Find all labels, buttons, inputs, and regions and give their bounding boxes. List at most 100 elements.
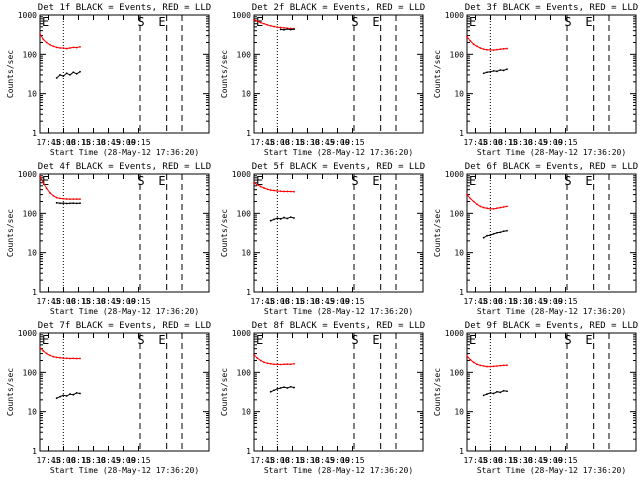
y-axis-label: Counts/sec [6, 209, 15, 257]
marker-S: S [564, 174, 571, 188]
events-data-point [496, 70, 498, 73]
x-tick-label: 18:00 [51, 138, 75, 147]
events-data-point [279, 218, 282, 220]
lld-data-point [283, 26, 285, 29]
lld-data-point [279, 363, 282, 366]
plot-frame [39, 332, 210, 452]
x-tick-label: 18:00 [478, 297, 502, 306]
lld-data-point [492, 365, 495, 368]
lld-data-point [289, 363, 292, 366]
lld-data-point [75, 357, 78, 360]
lld-data-point [293, 190, 295, 193]
lld-series-line [253, 354, 295, 366]
marker-E-right: E [372, 333, 379, 347]
lld-data-point [52, 194, 55, 197]
lld-data-point [479, 205, 482, 208]
lld-data-point [482, 365, 485, 367]
panel-title: Det 4f BLACK = Events, RED = LLD [38, 162, 211, 172]
lld-data-point [496, 207, 498, 210]
events-data-point [269, 219, 272, 222]
x-tick-label: 19:00 [538, 456, 562, 465]
plot-frame [253, 14, 424, 134]
plot-frame [39, 14, 210, 134]
lld-data-point [79, 198, 81, 201]
y-axis-label: Counts/sec [220, 209, 229, 257]
lld-data-point [506, 364, 508, 367]
events-data-point [55, 201, 58, 204]
x-tick-label: 19:15 [126, 138, 150, 147]
x-tick-label: 17:45 [463, 297, 487, 306]
lld-data-point [256, 357, 259, 360]
lld-data-point [479, 47, 482, 49]
y-axis-label: Counts/sec [433, 209, 442, 257]
y-tick-label: 1 [246, 447, 251, 456]
events-data-point [55, 77, 58, 79]
events-data-point [65, 202, 68, 205]
panel-title: Det 9f BLACK = Events, RED = LLD [465, 321, 638, 331]
marker-E-left: E [42, 333, 49, 347]
lld-data-point [55, 356, 58, 359]
lld-data-point [256, 183, 259, 186]
events-data-point [69, 73, 71, 76]
events-data-point [482, 236, 485, 239]
marker-S: S [351, 333, 358, 347]
lld-data-point [469, 358, 472, 361]
x-tick-label: 18:15 [493, 297, 517, 306]
marker-E-left: E [256, 174, 263, 188]
events-data-point [499, 69, 502, 71]
x-tick-label: 18:30 [508, 297, 532, 306]
y-tick-label: 10 [27, 90, 37, 99]
marker-S: S [564, 333, 571, 347]
x-tick-label: 19:15 [553, 138, 577, 147]
x-tick-label: 18:45 [523, 138, 547, 147]
events-data-point [75, 72, 78, 75]
events-data-point [62, 394, 65, 397]
x-tick-label: 19:00 [111, 138, 135, 147]
lld-data-point [62, 47, 65, 49]
x-tick-label: 19:00 [325, 456, 349, 465]
events-data-point [506, 390, 508, 393]
lld-data-point [479, 364, 482, 367]
lld-data-point [289, 190, 292, 193]
x-tick-label: 18:00 [478, 138, 502, 147]
x-tick-label: 18:45 [523, 456, 547, 465]
marker-S: S [564, 15, 571, 29]
lld-data-point [52, 45, 55, 48]
detector-panel-2: Det 2f BLACK = Events, RED = LLD 1 10 100 10… [220, 3, 425, 157]
x-axis-label: Start Time (28-May-12 17:36:20) [264, 466, 413, 475]
y-axis-label: Counts/sec [433, 50, 442, 98]
panel-title: Det 7f BLACK = Events, RED = LLD [38, 321, 211, 331]
x-tick-label: 18:00 [51, 297, 75, 306]
events-data-point [59, 202, 61, 205]
x-axis-label: Start Time (28-May-12 17:36:20) [477, 148, 626, 157]
lld-data-point [496, 48, 498, 51]
events-data-point [269, 390, 272, 393]
events-data-point [286, 387, 289, 389]
x-tick-label: 19:15 [126, 456, 150, 465]
x-tick-label: 18:30 [81, 138, 105, 147]
detector-panel-6: Det 6f BLACK = Events, RED = LLD 1 10 100 10… [433, 162, 638, 316]
lld-data-point [466, 35, 468, 38]
lld-data-point [59, 356, 61, 359]
events-data-point [486, 393, 488, 395]
x-tick-label: 18:45 [96, 456, 120, 465]
marker-E-left: E [469, 15, 476, 29]
y-tick-label: 10 [241, 408, 251, 417]
lld-data-point [293, 362, 295, 365]
lld-data-point [266, 188, 269, 191]
lld-data-point [482, 48, 485, 51]
panel-title: Det 2f BLACK = Events, RED = LLD [252, 3, 425, 13]
y-tick-label: 1000 [18, 329, 37, 338]
marker-E-right: E [158, 174, 165, 188]
events-data-point [499, 231, 502, 234]
lld-data-point [263, 361, 265, 364]
x-tick-label: 18:15 [66, 456, 90, 465]
events-data-point [62, 202, 65, 205]
x-tick-label: 19:15 [340, 138, 364, 147]
events-data-point [75, 391, 78, 394]
events-data-point [79, 202, 81, 205]
lld-data-point [49, 43, 51, 46]
lld-data-point [469, 197, 472, 200]
lld-data-point [283, 190, 285, 193]
x-tick-label: 18:15 [280, 297, 304, 306]
